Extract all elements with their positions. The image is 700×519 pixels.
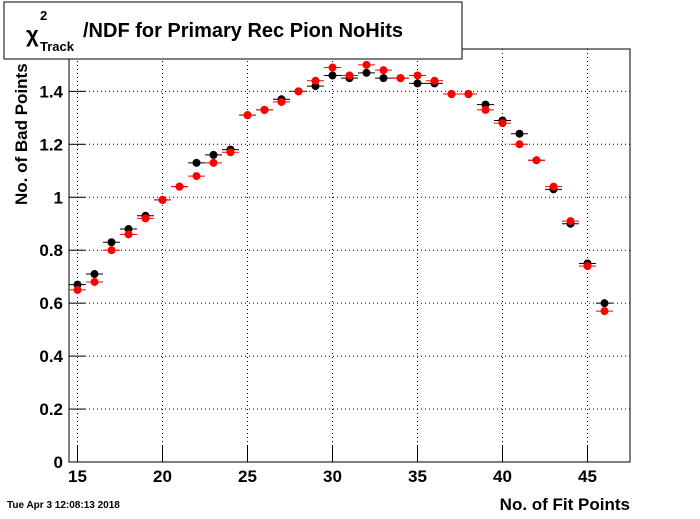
point [600,299,609,308]
x-tick-label: 20 [153,467,172,486]
point [192,172,201,181]
chart-title: /NDF for Primary Rec Pion NoHits [83,20,403,42]
y-tick-label: 1 [54,188,63,207]
y-tick-label: 0.2 [39,400,63,419]
point [379,66,388,75]
timestamp: Tue Apr 3 12:08:13 2018 [7,500,120,511]
y-tick-label: 0.4 [39,347,63,366]
point [566,217,575,226]
point [396,74,405,83]
point [90,277,99,286]
point [277,97,286,106]
point [362,60,371,69]
point [243,111,252,120]
point [141,214,150,223]
title-box [3,1,463,60]
point [328,71,337,80]
point [481,105,490,114]
x-tick-label: 35 [408,467,427,486]
y-tick-label: 0 [54,453,63,472]
point [209,150,218,159]
point [107,246,116,255]
y-tick-label: 0.8 [39,241,63,260]
title-superscript: 2 [40,8,47,23]
point [600,307,609,316]
plot-area: 0 0.2 0.4 0.6 0.8 1 1.2 1.4 15 20 25 30 35 40 45 [39,48,631,486]
point [379,74,388,83]
point [226,148,235,157]
point [328,63,337,72]
x-tick-label: 45 [578,467,597,486]
point [73,285,82,294]
y-tick-label: 1.2 [39,135,63,154]
point [90,270,99,279]
point [583,262,592,271]
y-tick-label: 0.6 [39,294,63,313]
point [515,140,524,149]
y-axis-title: No. of Bad Points [12,63,31,205]
point [413,79,422,88]
point [175,182,184,191]
point [413,71,422,80]
point [192,158,201,167]
title-subscript: Track [40,39,75,54]
point [311,76,320,85]
x-tick-label: 40 [493,467,512,486]
point [124,230,133,239]
x-tick-label: 30 [323,467,342,486]
x-axis-title: No. of Fit Points [500,495,630,514]
y-tick-label: 1.4 [39,82,63,101]
point [260,105,269,114]
point [498,119,507,128]
point [532,156,541,165]
point [549,182,558,191]
point [515,129,524,138]
point [430,76,439,85]
point [464,90,473,99]
x-tick-label: 15 [68,467,87,486]
point [209,158,218,167]
point [447,90,456,99]
point [345,71,354,80]
title-symbol: χ [26,22,39,47]
point [294,87,303,96]
point [158,195,167,204]
point [107,238,116,247]
point [362,68,371,77]
x-tick-label: 25 [238,467,257,486]
